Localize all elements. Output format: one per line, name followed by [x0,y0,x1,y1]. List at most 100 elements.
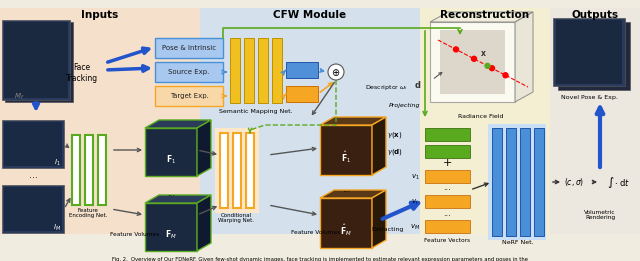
Text: $\mathbf{F}_M$: $\mathbf{F}_M$ [165,228,177,241]
Text: $\gamma(\mathbf{x})$: $\gamma(\mathbf{x})$ [387,130,403,140]
Text: Target Exp.: Target Exp. [170,93,209,99]
Text: Conditional
Warping Net.: Conditional Warping Net. [218,213,254,223]
Bar [4,122,62,166]
Text: $\mathbf{F}_1$: $\mathbf{F}_1$ [166,153,176,166]
Text: Feature Volumes: Feature Volumes [291,230,340,235]
Text: ...: ... [443,183,451,193]
Text: Fig. 2.  Overview of Our FDNeRF. Given few-shot dynamic images, face tracking is: Fig. 2. Overview of Our FDNeRF. Given fe… [112,257,528,261]
Bar [200,8,420,234]
Bar [506,128,516,236]
Text: Extracting: Extracting [372,228,404,233]
Circle shape [490,66,495,71]
Text: $\mathit{M}_f$: $\mathit{M}_f$ [14,92,24,102]
Bar [440,30,505,94]
Bar [145,128,197,176]
Text: Inputs: Inputs [81,10,118,20]
Bar [230,38,240,103]
Text: Pose & Intrinsic: Pose & Intrinsic [162,45,216,51]
Text: Feature Volumes: Feature Volumes [110,233,160,238]
Polygon shape [145,120,211,128]
Text: $\oplus$: $\oplus$ [332,67,340,78]
Polygon shape [372,117,386,175]
Bar [320,125,372,175]
Text: +: + [442,158,452,168]
Bar [155,62,223,82]
Text: Novel Pose & Exp.: Novel Pose & Exp. [561,94,618,99]
Bar [215,128,259,213]
Bar [272,38,282,103]
Bar [286,86,318,102]
Text: Volumetric
Rendering: Volumetric Rendering [584,210,616,220]
Text: ...: ... [29,170,38,180]
Bar [2,185,64,233]
Bar [425,220,470,233]
Bar [155,86,223,106]
Circle shape [485,63,490,68]
Bar [85,135,93,205]
Bar [233,133,241,208]
Text: ...: ... [443,209,451,217]
Bar [492,128,502,236]
Bar [320,198,372,248]
Text: CFW Module: CFW Module [273,10,347,20]
Text: $\mathbf{d}$: $\mathbf{d}$ [414,79,422,90]
Bar [4,187,62,231]
Text: Semantic Mapping Net.: Semantic Mapping Net. [219,110,293,115]
Text: Source Exp.: Source Exp. [168,69,210,75]
Text: ...: ... [167,188,175,198]
Text: Outputs: Outputs [572,10,619,20]
Bar [286,62,318,78]
Text: Feature Vectors: Feature Vectors [424,238,470,242]
Text: Face
Tracking: Face Tracking [66,63,98,83]
Bar [0,8,200,234]
Text: Projecting: Projecting [388,103,420,108]
Bar [520,128,530,236]
Bar [430,22,515,102]
Text: Reconstruction: Reconstruction [440,10,529,20]
Text: $I_1$: $I_1$ [54,158,60,168]
Bar [420,8,550,234]
Circle shape [503,73,508,78]
Text: Descriptor $\omega_i$: Descriptor $\omega_i$ [365,84,408,92]
Bar [155,38,223,58]
Bar [558,22,630,90]
Polygon shape [197,120,211,176]
Bar [244,38,254,103]
Text: $v_1$: $v_1$ [411,173,419,182]
Text: $v_M$: $v_M$ [410,222,420,232]
Text: $I_M$: $I_M$ [53,223,61,233]
Polygon shape [372,190,386,248]
Text: ...: ... [342,186,350,194]
Bar [425,170,470,183]
Bar [220,133,228,208]
Text: $v_i$: $v_i$ [412,197,419,207]
Bar [2,120,64,168]
Text: Feature
Encoding Net.: Feature Encoding Net. [69,207,107,218]
Text: NeRF Net.: NeRF Net. [502,240,534,246]
Text: $\hat{\mathbf{F}}_M$: $\hat{\mathbf{F}}_M$ [340,222,352,238]
Bar [488,124,546,240]
Text: Radiance Field: Radiance Field [458,115,504,120]
Circle shape [328,64,344,80]
Bar [556,20,622,84]
Text: $\mathbf{x}$: $\mathbf{x}$ [480,49,487,58]
Polygon shape [197,195,211,251]
Text: $(c,\sigma)$: $(c,\sigma)$ [564,176,584,188]
Circle shape [472,56,477,61]
Bar [425,145,470,158]
Polygon shape [320,117,386,125]
Bar [553,18,625,86]
Bar [550,8,640,234]
Bar [98,135,106,205]
Bar [425,128,470,141]
Bar [72,135,80,205]
Text: $\hat{\mathbf{F}}_1$: $\hat{\mathbf{F}}_1$ [341,149,351,165]
Bar [246,133,254,208]
Text: $\gamma(\mathbf{d})$: $\gamma(\mathbf{d})$ [387,147,403,157]
Bar [4,22,68,98]
Bar [145,203,197,251]
Text: $\int \cdot \mathrm{d}t$: $\int \cdot \mathrm{d}t$ [607,175,630,189]
Bar [2,20,70,100]
Bar [534,128,544,236]
Bar [425,195,470,208]
